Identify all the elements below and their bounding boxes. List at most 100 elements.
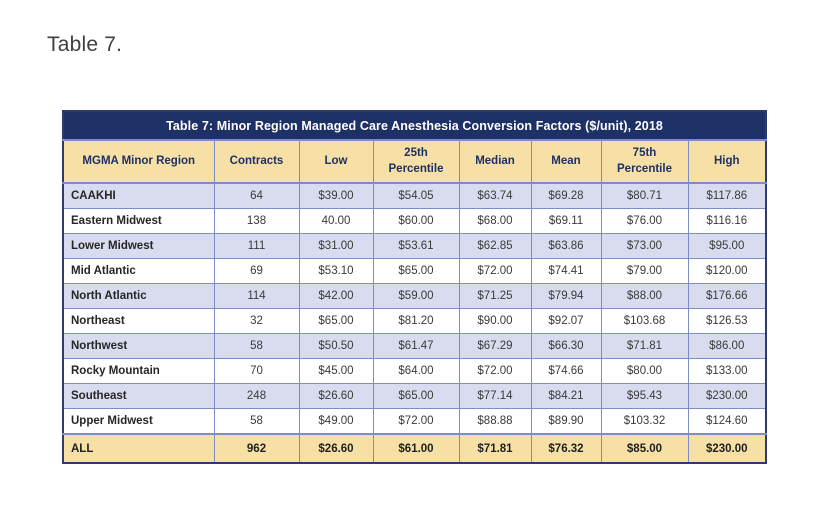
value-cell: $103.68 <box>600 308 689 334</box>
value-cell: 69 <box>213 258 300 284</box>
value-cell: 32 <box>213 308 300 334</box>
value-cell: $71.81 <box>600 333 689 359</box>
value-cell: $63.86 <box>530 233 602 259</box>
value-cell: $53.10 <box>298 258 374 284</box>
value-cell: $76.32 <box>530 433 602 464</box>
value-cell: 114 <box>213 283 300 309</box>
column-header-row: MGMA Minor Region Contracts Low 25th Percen… <box>62 139 767 184</box>
value-cell: 40.00 <box>298 208 374 234</box>
column-header-1: Contracts <box>213 139 300 184</box>
region-cell: Southeast <box>62 383 215 409</box>
value-cell: $103.32 <box>600 408 689 435</box>
value-cell: $176.66 <box>687 283 767 309</box>
column-header-4: Median <box>458 139 532 184</box>
value-cell: $116.16 <box>687 208 767 234</box>
value-cell: $74.66 <box>530 358 602 384</box>
conversion-factors-table: Table 7: Minor Region Managed Care Anest… <box>62 110 768 464</box>
value-cell: $49.00 <box>298 408 374 435</box>
value-cell: $230.00 <box>687 433 767 464</box>
region-cell: North Atlantic <box>62 283 215 309</box>
table-row: Eastern Midwest 138 40.00 $60.00 $68.00 $69.1… <box>62 208 767 234</box>
value-cell: $120.00 <box>687 258 767 284</box>
region-cell: Eastern Midwest <box>62 208 215 234</box>
value-cell: $77.14 <box>458 383 532 409</box>
value-cell: $80.00 <box>600 358 689 384</box>
value-cell: $69.11 <box>530 208 602 234</box>
value-cell: $85.00 <box>600 433 689 464</box>
region-cell: Northwest <box>62 333 215 359</box>
table-row: Northwest 58 $50.50 $61.47 $67.29 $66.30 $71.8… <box>62 333 767 359</box>
value-cell: $26.60 <box>298 433 374 464</box>
value-cell: $90.00 <box>458 308 532 334</box>
value-cell: $45.00 <box>298 358 374 384</box>
table-row: Lower Midwest 111 $31.00 $53.61 $62.85 $63.86… <box>62 233 767 259</box>
region-cell: Rocky Mountain <box>62 358 215 384</box>
value-cell: $68.00 <box>458 208 532 234</box>
value-cell: $117.86 <box>687 182 767 209</box>
table-title: Table 7: Minor Region Managed Care Anest… <box>63 111 767 140</box>
value-cell: $69.28 <box>530 182 602 209</box>
value-cell: $54.05 <box>372 182 460 209</box>
value-cell: $42.00 <box>298 283 374 309</box>
table-row: Mid Atlantic 69 $53.10 $65.00 $72.00 $74.41 $7… <box>62 258 767 284</box>
region-cell: Mid Atlantic <box>62 258 215 284</box>
value-cell: $72.00 <box>458 358 532 384</box>
value-cell: $230.00 <box>687 383 767 409</box>
column-header-6: 75th Percentile <box>600 139 689 184</box>
value-cell: $88.88 <box>458 408 532 435</box>
column-header-2: Low <box>298 139 374 184</box>
value-cell: $61.47 <box>372 333 460 359</box>
value-cell: $67.29 <box>458 333 532 359</box>
value-cell: 138 <box>213 208 300 234</box>
value-cell: $39.00 <box>298 182 374 209</box>
column-header-3: 25th Percentile <box>372 139 460 184</box>
value-cell: $74.41 <box>530 258 602 284</box>
value-cell: 248 <box>213 383 300 409</box>
value-cell: 70 <box>213 358 300 384</box>
region-cell: Northeast <box>62 308 215 334</box>
value-cell: $71.25 <box>458 283 532 309</box>
value-cell: $61.00 <box>372 433 460 464</box>
value-cell: $59.00 <box>372 283 460 309</box>
value-cell: $62.85 <box>458 233 532 259</box>
value-cell: $79.94 <box>530 283 602 309</box>
value-cell: $71.81 <box>458 433 532 464</box>
value-cell: 58 <box>213 333 300 359</box>
table-row: Southeast 248 $26.60 $65.00 $77.14 $84.21 $95.… <box>62 383 767 409</box>
column-header-7: High <box>687 139 767 184</box>
value-cell: $65.00 <box>298 308 374 334</box>
value-cell: $95.43 <box>600 383 689 409</box>
value-cell: $80.71 <box>600 182 689 209</box>
value-cell: $73.00 <box>600 233 689 259</box>
value-cell: $133.00 <box>687 358 767 384</box>
value-cell: $95.00 <box>687 233 767 259</box>
value-cell: $79.00 <box>600 258 689 284</box>
value-cell: $53.61 <box>372 233 460 259</box>
value-cell: $86.00 <box>687 333 767 359</box>
value-cell: $66.30 <box>530 333 602 359</box>
region-cell: Upper Midwest <box>62 408 215 435</box>
value-cell: 111 <box>213 233 300 259</box>
value-cell: $84.21 <box>530 383 602 409</box>
table-row: Rocky Mountain 70 $45.00 $64.00 $72.00 $74.66… <box>62 358 767 384</box>
value-cell: 64 <box>213 182 300 209</box>
page-title: Table 7. <box>47 33 123 56</box>
table-row: Northeast 32 $65.00 $81.20 $90.00 $92.07 $103.… <box>62 308 767 334</box>
value-cell: 962 <box>213 433 300 464</box>
value-cell: $88.00 <box>600 283 689 309</box>
value-cell: $81.20 <box>372 308 460 334</box>
value-cell: $72.00 <box>458 258 532 284</box>
value-cell: $92.07 <box>530 308 602 334</box>
table-body: CAAKHI 64 $39.00 $54.05 $63.74 $69.28 $80.71 $1… <box>62 182 767 464</box>
table-title-row: Table 7: Minor Region Managed Care Anest… <box>63 111 767 140</box>
region-cell: Lower Midwest <box>62 233 215 259</box>
value-cell: $63.74 <box>458 182 532 209</box>
total-row: ALL 962 $26.60 $61.00 $71.81 $76.32 $85.00 $230… <box>62 433 767 464</box>
value-cell: $124.60 <box>687 408 767 435</box>
value-cell: $26.60 <box>298 383 374 409</box>
value-cell: $31.00 <box>298 233 374 259</box>
value-cell: 58 <box>213 408 300 435</box>
value-cell: $126.53 <box>687 308 767 334</box>
column-header-5: Mean <box>530 139 602 184</box>
table-row: North Atlantic 114 $42.00 $59.00 $71.25 $79.9… <box>62 283 767 309</box>
